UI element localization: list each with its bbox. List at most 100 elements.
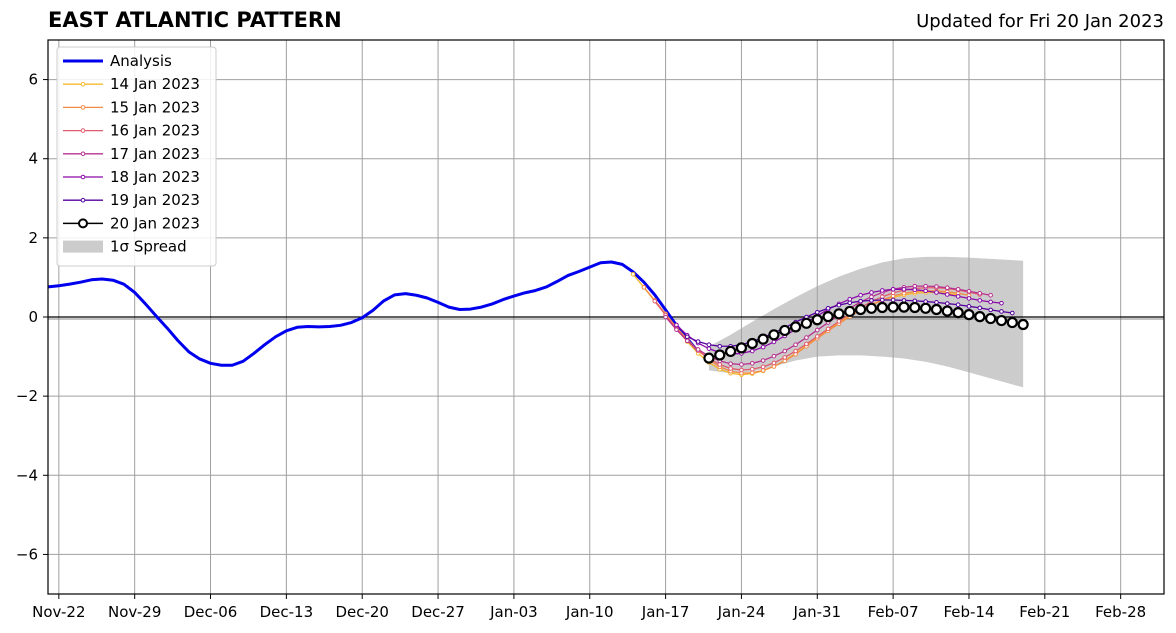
legend-swatch-spread bbox=[63, 240, 103, 253]
data-point-latest bbox=[930, 303, 943, 316]
axes-layer: Nov-22 Nov-29 Dec-06 Dec-13 Dec-20 Dec-27 Jan-… bbox=[16, 39, 1165, 621]
legend-label: 16 Jan 2023 bbox=[110, 122, 200, 140]
series-line-analysis bbox=[47, 260, 700, 367]
data-point-latest bbox=[898, 301, 910, 313]
data-point-forecast bbox=[814, 309, 820, 315]
y-tick-label: −2 bbox=[16, 387, 38, 405]
x-tick-label: Dec-06 bbox=[184, 603, 238, 621]
data-point-forecast bbox=[977, 298, 983, 303]
legend-label: 15 Jan 2023 bbox=[110, 98, 200, 116]
data-point-forecast bbox=[771, 364, 777, 369]
data-point-forecast bbox=[695, 339, 701, 344]
data-point-forecast bbox=[955, 294, 961, 299]
data-point-forecast bbox=[836, 302, 842, 308]
legend-swatch-marker bbox=[80, 197, 86, 203]
data-point-forecast bbox=[804, 335, 809, 340]
data-point-latest bbox=[757, 333, 769, 345]
data-point-forecast bbox=[988, 292, 993, 298]
data-point-latest bbox=[909, 301, 921, 314]
data-point-forecast bbox=[977, 290, 983, 296]
legend-box bbox=[56, 46, 217, 267]
x-tick-label: Jan-31 bbox=[792, 603, 841, 621]
y-tick-label: 0 bbox=[28, 308, 38, 326]
legend-label: 18 Jan 2023 bbox=[110, 168, 200, 186]
y-tick-label: −4 bbox=[16, 466, 38, 484]
legend: Analysis 14 Jan 2023 15 Jan 2023 16 Jan 202… bbox=[56, 46, 217, 267]
data-point-forecast bbox=[749, 370, 755, 376]
data-point-forecast bbox=[771, 353, 777, 359]
x-tick-label: Feb-28 bbox=[1095, 603, 1146, 621]
data-point-forecast bbox=[999, 300, 1004, 306]
data-point-forecast bbox=[890, 290, 896, 296]
data-point-latest bbox=[1017, 318, 1029, 331]
data-point-forecast bbox=[825, 326, 831, 332]
data-point-forecast bbox=[879, 288, 885, 293]
data-point-forecast bbox=[934, 300, 939, 305]
data-point-latest bbox=[865, 302, 878, 314]
spread-band bbox=[708, 256, 1024, 388]
data-point-forecast bbox=[847, 296, 853, 302]
data-point-latest bbox=[985, 312, 997, 325]
data-point-forecast bbox=[869, 294, 874, 300]
data-point-latest bbox=[811, 314, 823, 326]
data-point-latest bbox=[800, 317, 813, 329]
data-point-forecast bbox=[674, 327, 679, 332]
data-point-latest bbox=[779, 324, 791, 337]
legend-label: 20 Jan 2023 bbox=[110, 214, 200, 232]
spread-layer bbox=[708, 256, 1024, 388]
legend-swatch-marker bbox=[80, 81, 86, 87]
data-point-forecast bbox=[966, 296, 972, 301]
data-point-forecast bbox=[1010, 310, 1015, 316]
legend-label: 17 Jan 2023 bbox=[110, 145, 200, 163]
x-tick-label: Jan-24 bbox=[717, 603, 766, 621]
data-point-forecast bbox=[988, 307, 993, 313]
data-point-forecast bbox=[825, 305, 831, 311]
legend-swatch-marker bbox=[80, 174, 86, 180]
data-point-forecast bbox=[966, 288, 972, 294]
data-point-latest bbox=[768, 329, 780, 341]
data-point-forecast bbox=[641, 285, 647, 290]
data-point-forecast bbox=[749, 348, 755, 354]
x-tick-label: Nov-22 bbox=[32, 603, 85, 621]
data-point-forecast bbox=[923, 288, 928, 294]
data-point-forecast bbox=[760, 344, 766, 350]
data-point-forecast bbox=[739, 362, 744, 367]
data-point-forecast bbox=[804, 341, 809, 347]
data-point-forecast bbox=[728, 361, 733, 366]
data-point-forecast bbox=[782, 348, 788, 354]
data-point-forecast bbox=[966, 304, 972, 309]
data-point-latest bbox=[941, 305, 953, 317]
data-point-forecast bbox=[869, 298, 874, 303]
data-point-forecast bbox=[717, 362, 723, 367]
data-point-forecast bbox=[912, 283, 918, 289]
x-tick-label: Jan-17 bbox=[641, 603, 690, 621]
x-tick-label: Jan-10 bbox=[565, 603, 614, 621]
data-point-forecast bbox=[760, 364, 766, 370]
data-point-forecast bbox=[890, 287, 896, 292]
legend-label: Analysis bbox=[110, 52, 172, 70]
data-point-forecast bbox=[923, 283, 928, 289]
data-point-forecast bbox=[879, 297, 885, 303]
data-point-forecast bbox=[890, 297, 896, 303]
data-point-forecast bbox=[652, 298, 658, 304]
data-point-forecast bbox=[814, 334, 820, 339]
legend-label: 19 Jan 2023 bbox=[110, 191, 200, 209]
data-point-forecast bbox=[945, 292, 950, 297]
data-point-forecast bbox=[771, 360, 777, 366]
x-tick-label: Dec-20 bbox=[335, 603, 389, 621]
data-point-forecast bbox=[706, 342, 712, 348]
legend-swatch-marker bbox=[78, 218, 88, 229]
data-point-forecast bbox=[858, 298, 863, 304]
data-point-forecast bbox=[945, 285, 950, 291]
data-point-latest bbox=[876, 301, 888, 314]
series-layer bbox=[47, 260, 1029, 378]
y-tick-label: −6 bbox=[16, 545, 38, 563]
y-tick-label: 2 bbox=[28, 229, 38, 247]
x-tick-label: Dec-13 bbox=[260, 603, 314, 621]
data-point-latest bbox=[995, 314, 1008, 327]
data-point-forecast bbox=[869, 290, 874, 295]
data-point-latest bbox=[920, 302, 932, 314]
data-point-forecast bbox=[988, 299, 993, 305]
legend-label: 14 Jan 2023 bbox=[110, 75, 200, 93]
data-point-forecast bbox=[630, 271, 636, 277]
